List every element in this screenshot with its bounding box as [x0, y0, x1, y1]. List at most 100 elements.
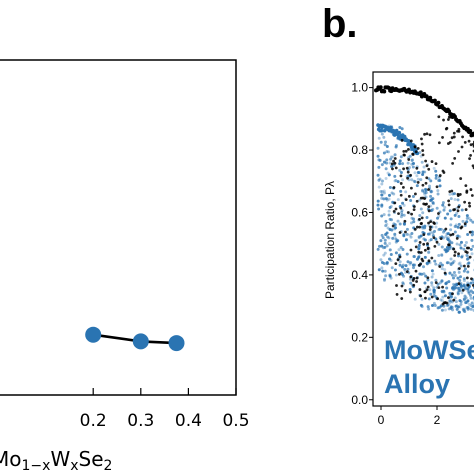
panel-b-alloy-point [465, 216, 469, 220]
panel-b-alloy-point [377, 244, 381, 248]
panel-b-pure-point [406, 211, 410, 214]
panel-b-alloy-point [413, 263, 417, 267]
panel-b-alloy-point [389, 157, 393, 161]
panel-b-alloy-point [387, 209, 391, 213]
panel-b-alloy-point [457, 310, 461, 314]
panel-b-alloy-point [404, 190, 408, 194]
panel-b-alloy-point [398, 263, 402, 267]
panel-b-pure-point [412, 208, 416, 211]
panel-b-pure-point [415, 276, 419, 280]
panel-b-alloy-point [417, 246, 421, 250]
panel-b-pure-point [448, 190, 452, 194]
panel-b-alloy-point [401, 162, 405, 166]
panel-b-alloy-point [467, 216, 471, 220]
panel-b-alloy-point [468, 293, 472, 297]
panel-b-pure-point [447, 296, 450, 300]
panel-b-pure-point [455, 236, 459, 240]
panel-b-pure-point [426, 242, 429, 246]
panel-b-alloy-point [399, 245, 403, 249]
panel-b-alloy-point [380, 260, 384, 264]
panel-b-pure-point [453, 254, 457, 257]
panel-b-pure-point [433, 244, 437, 248]
panel-b-alloy-point [440, 253, 444, 257]
panel-b-alloy-point [380, 179, 384, 183]
panel-b-alloy-point [410, 159, 414, 163]
panel-b-pure-point [399, 182, 403, 185]
panel-b-pure-point [448, 141, 452, 144]
panel-b-alloy-point [377, 158, 381, 162]
panel-b-pure-point [418, 288, 422, 291]
panel-b-alloy-point [469, 247, 473, 251]
panel-b-pure-point [456, 194, 460, 197]
panel-b-alloy-point [426, 305, 430, 309]
panel-b-pure-point [471, 283, 474, 287]
panel-b-alloy-point [408, 154, 412, 158]
panel-b-pure-point [417, 250, 421, 254]
panel-b-pure-point [427, 221, 430, 225]
panel-b-alloy-point [400, 213, 404, 217]
panel-b-alloy-point [466, 254, 470, 258]
panel-b-alloy-point [402, 234, 406, 238]
panel-b-alloy-point [410, 162, 414, 166]
panel-b-alloy-point [470, 233, 474, 237]
panel-b-alloy-point [394, 251, 398, 255]
panel-b-alloy-point [457, 214, 461, 218]
panel-b-pure-point [395, 293, 399, 296]
panel-b-alloy-point [434, 278, 438, 282]
panel-b-alloy-point [446, 212, 450, 216]
panel-b-alloy-point [467, 261, 471, 265]
panel-b-alloy-point [445, 237, 449, 241]
panel-b-alloy-point [428, 184, 432, 188]
panel-b-pure-point [421, 149, 425, 152]
panel-b-pure-point [449, 115, 453, 119]
panel-b-alloy-point [458, 261, 462, 265]
panel-b-alloy-point [380, 193, 384, 197]
panel-a-x-tick-label: 0.2 [80, 411, 107, 431]
panel-b-pure-point [421, 196, 425, 200]
panel-b-alloy-point [412, 220, 416, 224]
panel-b-alloy-point [385, 244, 389, 248]
panel-b-alloy-point [451, 285, 455, 289]
panel-b-pure-point [470, 194, 474, 197]
panel-b-alloy-point [434, 176, 438, 180]
panel-b-alloy-point [448, 192, 452, 196]
panel-b-pure-point [461, 288, 465, 292]
panel-b-pure-point [393, 157, 397, 160]
panel-b-pure-point [413, 227, 417, 231]
panel-b-alloy-point [415, 184, 419, 188]
panel-b-alloy-point [430, 283, 434, 287]
panel-b-alloy-point [469, 307, 473, 311]
panel-b-alloy-point [429, 230, 433, 234]
panel-b-alloy-point [412, 266, 416, 270]
panel-b-pure-point [418, 241, 422, 244]
panel-b-alloy-point [422, 190, 426, 194]
panel-b-alloy-point [411, 165, 415, 169]
panel-b-alloy-point [383, 143, 387, 147]
panel-b-pure-point [414, 192, 417, 196]
panel-b-alloy-point [434, 225, 438, 229]
panel-b-alloy-point [396, 180, 400, 184]
panel-b-alloy-point [443, 268, 447, 272]
panel-b-alloy-point [394, 128, 399, 133]
panel-b-pure-point [466, 265, 470, 268]
panel-b-alloy-point [386, 226, 390, 230]
panel-a-x-ticks: 0.2 0.3 0.4 0.5 [80, 388, 250, 431]
panel-b-alloy-point [452, 282, 456, 286]
panel-b-alloy-point [417, 235, 421, 239]
panel-b-alloy-point [377, 185, 381, 189]
panel-b-pure-point [424, 94, 429, 99]
panel-b-alloy-point [459, 275, 463, 279]
panel-b-alloy-point [453, 296, 457, 300]
panel-b-pure-point [425, 288, 429, 292]
panel-b-pure-point [419, 251, 423, 254]
panel-b-alloy-point [432, 291, 436, 295]
panel-b-pure-point [423, 132, 426, 136]
panel-b-alloy-point [400, 210, 404, 214]
panel-b-alloy-point [448, 209, 452, 213]
panel-b-alloy-point [448, 239, 452, 243]
panel-b-pure-point [427, 188, 430, 191]
panel-b-alloy-point [438, 227, 442, 231]
panel-b-alloy-point [441, 203, 445, 207]
